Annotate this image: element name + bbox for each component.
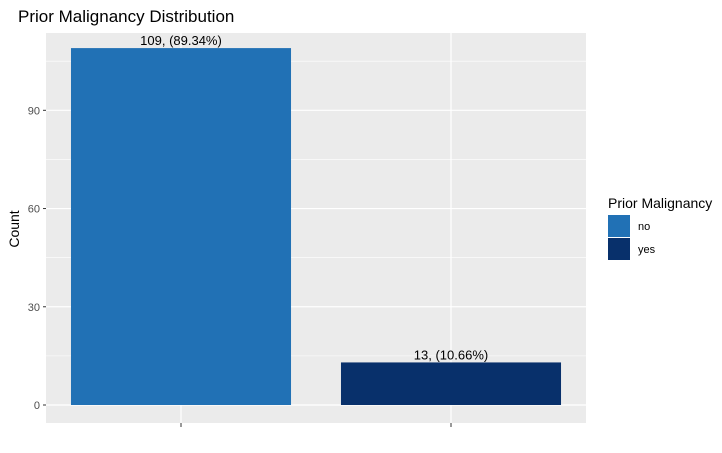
legend: Prior Malignancy no yes [608,195,712,260]
data-label-yes: 13, (10.66%) [414,347,488,362]
x-axis [180,423,452,427]
y-tick-label: 30 [28,302,40,314]
bar-yes [340,362,562,405]
legend-key-no [608,215,630,237]
chart-title: Prior Malignancy Distribution [18,7,234,26]
legend-label-no: no [638,221,650,233]
y-axis-title: Count [6,210,22,247]
y-tick-label: 90 [28,105,40,117]
legend-label-yes: yes [638,244,656,256]
legend-title: Prior Malignancy [608,195,712,211]
data-labels: 109, (89.34%) 13, (10.66%) [140,33,488,362]
data-label-no: 109, (89.34%) [140,33,222,48]
legend-key-yes [608,238,630,260]
y-tick-label: 0 [34,400,40,412]
bar-no [70,48,292,405]
y-axis: 0 30 60 90 [28,105,46,412]
y-tick-label: 60 [28,204,40,216]
bars [70,48,562,405]
